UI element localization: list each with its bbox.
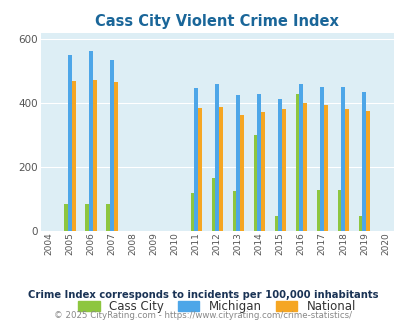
- Bar: [68, 55, 72, 231]
- Bar: [106, 205, 110, 231]
- Bar: [257, 94, 260, 231]
- Bar: [85, 205, 89, 231]
- Legend: Cass City, Michigan, National: Cass City, Michigan, National: [75, 296, 359, 316]
- Text: © 2025 CityRating.com - https://www.cityrating.com/crime-statistics/: © 2025 CityRating.com - https://www.city…: [54, 311, 351, 320]
- Bar: [303, 103, 306, 231]
- Bar: [295, 94, 298, 231]
- Bar: [198, 108, 201, 231]
- Bar: [89, 50, 93, 231]
- Bar: [232, 191, 236, 231]
- Bar: [337, 190, 341, 231]
- Bar: [320, 87, 324, 231]
- Bar: [239, 115, 243, 231]
- Bar: [344, 109, 348, 231]
- Bar: [274, 216, 278, 231]
- Bar: [219, 107, 222, 231]
- Bar: [324, 105, 327, 231]
- Bar: [316, 190, 320, 231]
- Bar: [341, 87, 344, 231]
- Bar: [110, 60, 114, 231]
- Bar: [194, 88, 198, 231]
- Bar: [253, 135, 257, 231]
- Bar: [278, 99, 281, 231]
- Bar: [358, 216, 362, 231]
- Bar: [64, 205, 68, 231]
- Bar: [190, 193, 194, 231]
- Bar: [298, 84, 303, 231]
- Bar: [281, 109, 285, 231]
- Bar: [215, 84, 219, 231]
- Text: Crime Index corresponds to incidents per 100,000 inhabitants: Crime Index corresponds to incidents per…: [28, 290, 377, 300]
- Bar: [236, 95, 239, 231]
- Bar: [93, 80, 96, 231]
- Bar: [260, 112, 264, 231]
- Bar: [114, 82, 117, 231]
- Bar: [362, 92, 365, 231]
- Title: Cass City Violent Crime Index: Cass City Violent Crime Index: [95, 14, 338, 29]
- Bar: [72, 81, 75, 231]
- Bar: [211, 178, 215, 231]
- Bar: [365, 111, 369, 231]
